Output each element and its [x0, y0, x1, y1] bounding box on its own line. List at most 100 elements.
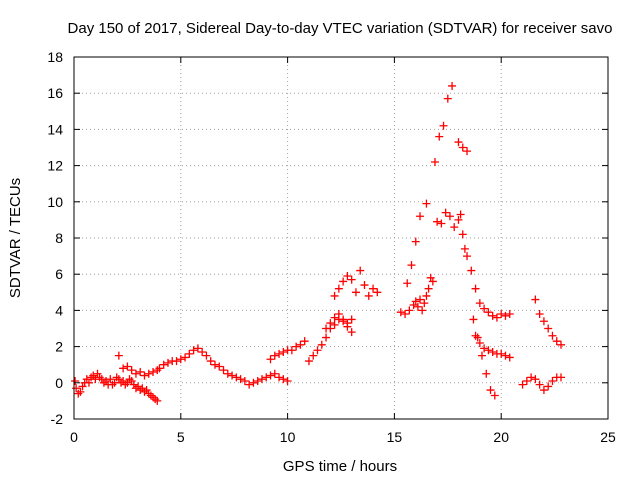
- data-points: [71, 81, 566, 405]
- data-point: [407, 261, 416, 270]
- data-point: [317, 340, 326, 349]
- data-point: [136, 367, 145, 376]
- x-tick-label: 0: [70, 429, 78, 445]
- data-point: [176, 355, 185, 364]
- data-point: [439, 121, 448, 130]
- data-point: [228, 371, 237, 380]
- data-point: [266, 355, 275, 364]
- data-point: [334, 310, 343, 319]
- data-point: [219, 366, 228, 375]
- data-point: [270, 369, 279, 378]
- data-point: [518, 380, 527, 389]
- data-point: [373, 288, 382, 297]
- data-point: [131, 369, 140, 378]
- data-point: [477, 351, 486, 360]
- data-point: [450, 223, 459, 232]
- y-tick-label: 4: [55, 302, 63, 318]
- data-point: [123, 362, 132, 371]
- data-point: [396, 308, 405, 317]
- data-point: [144, 369, 153, 378]
- data-point: [492, 313, 501, 322]
- data-point: [215, 362, 224, 371]
- data-point: [339, 315, 348, 324]
- data-point: [119, 364, 128, 373]
- data-point: [501, 351, 510, 360]
- data-point: [114, 351, 123, 360]
- data-point: [279, 348, 288, 357]
- data-point: [106, 375, 115, 384]
- data-point: [448, 81, 457, 90]
- data-point: [469, 315, 478, 324]
- y-tick-label: 6: [55, 266, 63, 282]
- data-point: [71, 376, 80, 385]
- data-point: [401, 310, 410, 319]
- data-point: [471, 331, 480, 340]
- data-point: [435, 132, 444, 141]
- data-point: [454, 138, 463, 147]
- data-point: [159, 360, 168, 369]
- data-point: [236, 375, 245, 384]
- data-point: [351, 288, 360, 297]
- data-point: [531, 295, 540, 304]
- chart-title: Day 150 of 2017, Sidereal Day-to-day VTE…: [68, 20, 613, 37]
- y-tick-label: 16: [47, 85, 63, 101]
- y-tick-label: 18: [47, 49, 63, 65]
- data-point: [505, 353, 514, 362]
- data-point: [405, 306, 414, 315]
- data-point: [347, 275, 356, 284]
- data-point: [127, 366, 136, 375]
- data-point: [326, 319, 335, 328]
- data-point: [322, 333, 331, 342]
- data-point: [497, 310, 506, 319]
- data-point: [456, 210, 465, 219]
- data-point: [488, 311, 497, 320]
- data-point: [454, 215, 463, 224]
- y-tick-label: 8: [55, 230, 63, 246]
- data-point: [266, 371, 275, 380]
- data-point: [480, 344, 489, 353]
- data-point: [360, 281, 369, 290]
- grid: [74, 57, 608, 419]
- data-point: [343, 322, 352, 331]
- data-point: [304, 357, 313, 366]
- axis-ticks: 0 5 10 15 20 25 -2 0 2 4 6 8 10 12 14 16 18: [47, 49, 616, 445]
- data-point: [557, 373, 566, 382]
- data-point: [471, 284, 480, 293]
- data-point: [309, 351, 318, 360]
- data-point: [198, 348, 207, 357]
- data-point: [163, 358, 172, 367]
- data-point: [445, 212, 454, 221]
- data-point: [245, 380, 254, 389]
- data-point: [544, 324, 553, 333]
- data-point: [296, 340, 305, 349]
- data-point: [433, 217, 442, 226]
- data-point: [486, 386, 495, 395]
- data-point: [330, 313, 339, 322]
- x-tick-label: 5: [177, 429, 185, 445]
- data-point: [522, 376, 531, 385]
- data-point: [411, 297, 420, 306]
- data-point: [262, 373, 271, 382]
- y-tick-label: 14: [47, 121, 63, 137]
- data-point: [413, 302, 422, 311]
- y-tick-label: 0: [55, 375, 63, 391]
- data-point: [181, 353, 190, 362]
- data-point: [287, 346, 296, 355]
- data-point: [430, 157, 439, 166]
- data-point: [232, 373, 241, 382]
- y-tick-label: 12: [47, 158, 63, 174]
- data-point: [416, 212, 425, 221]
- data-point: [463, 252, 472, 261]
- data-point: [189, 346, 198, 355]
- data-point: [552, 337, 561, 346]
- data-point: [484, 308, 493, 317]
- data-point: [275, 349, 284, 358]
- data-point: [480, 304, 489, 313]
- data-point: [535, 310, 544, 319]
- data-point: [467, 266, 476, 275]
- data-point: [322, 324, 331, 333]
- data-point: [330, 291, 339, 300]
- data-point: [548, 331, 557, 340]
- x-tick-label: 15: [387, 429, 403, 445]
